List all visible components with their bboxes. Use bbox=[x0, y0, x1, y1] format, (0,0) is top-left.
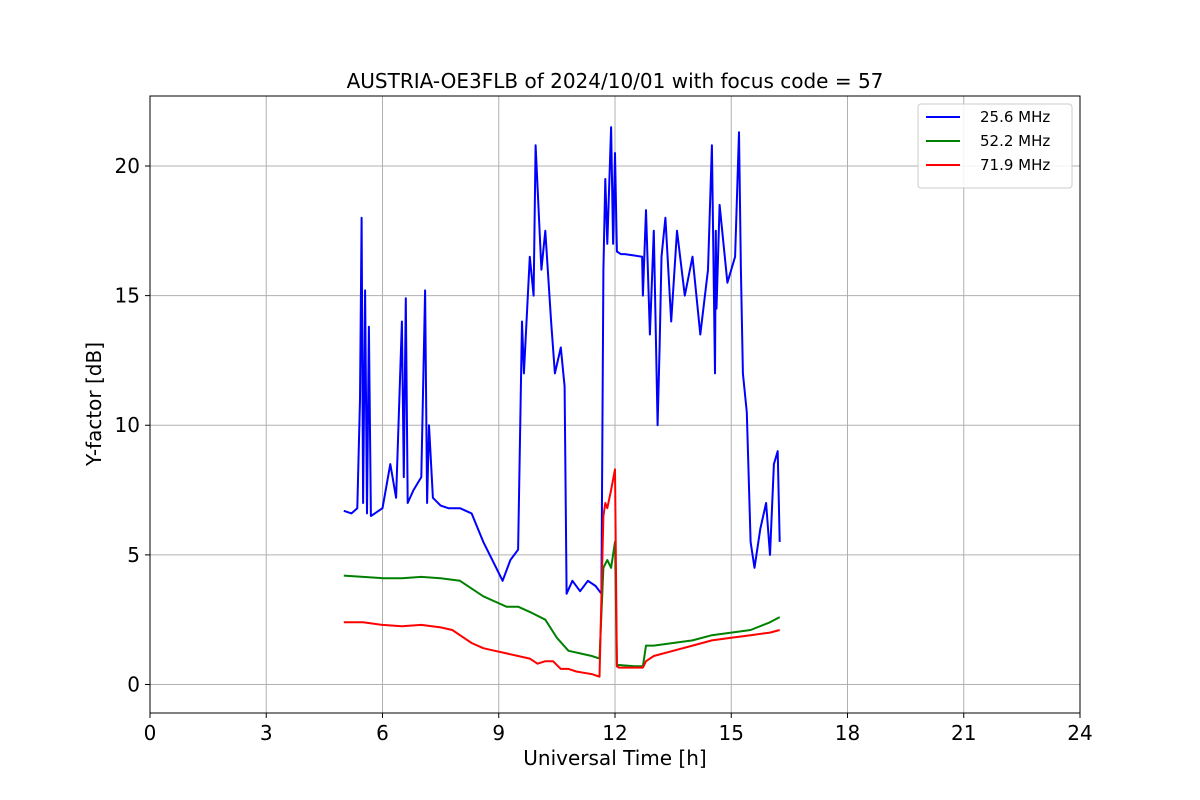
x-tick-label: 0 bbox=[144, 721, 157, 745]
x-tick-label: 6 bbox=[376, 721, 389, 745]
x-tick-label: 18 bbox=[835, 721, 860, 745]
series-line-1 bbox=[343, 126, 781, 595]
y-tick-label: 10 bbox=[115, 413, 140, 437]
x-tick-label: 24 bbox=[1067, 721, 1092, 745]
series-line-3 bbox=[343, 468, 780, 678]
legend-label: 25.6 MHz bbox=[980, 108, 1050, 126]
series-line-2 bbox=[343, 540, 781, 668]
x-tick-label: 12 bbox=[602, 721, 627, 745]
x-tick-label: 21 bbox=[951, 721, 976, 745]
series-lines bbox=[343, 126, 781, 678]
legend: 25.6 MHz 52.2 MHz 71.9 MHz bbox=[917, 103, 1073, 189]
x-tick-label: 9 bbox=[492, 721, 505, 745]
x-axis-label: Universal Time [h] bbox=[523, 746, 706, 770]
y-tick-label: 0 bbox=[127, 672, 140, 696]
legend-box bbox=[917, 103, 1073, 189]
y-tick-label: 5 bbox=[127, 543, 140, 567]
axis-ticks: 0 3 6 9 12 15 18 21 24 0 5 10 15 20 bbox=[115, 154, 1093, 745]
y-axis-label: Y-factor [dB] bbox=[82, 342, 106, 467]
x-tick-label: 3 bbox=[260, 721, 273, 745]
y-tick-label: 20 bbox=[115, 154, 140, 178]
x-tick-label: 15 bbox=[719, 721, 744, 745]
chart-title: AUSTRIA-OE3FLB of 2024/10/01 with focus … bbox=[347, 69, 884, 93]
y-tick-label: 15 bbox=[115, 284, 140, 308]
legend-label: 52.2 MHz bbox=[980, 132, 1050, 150]
legend-label: 71.9 MHz bbox=[980, 156, 1050, 174]
